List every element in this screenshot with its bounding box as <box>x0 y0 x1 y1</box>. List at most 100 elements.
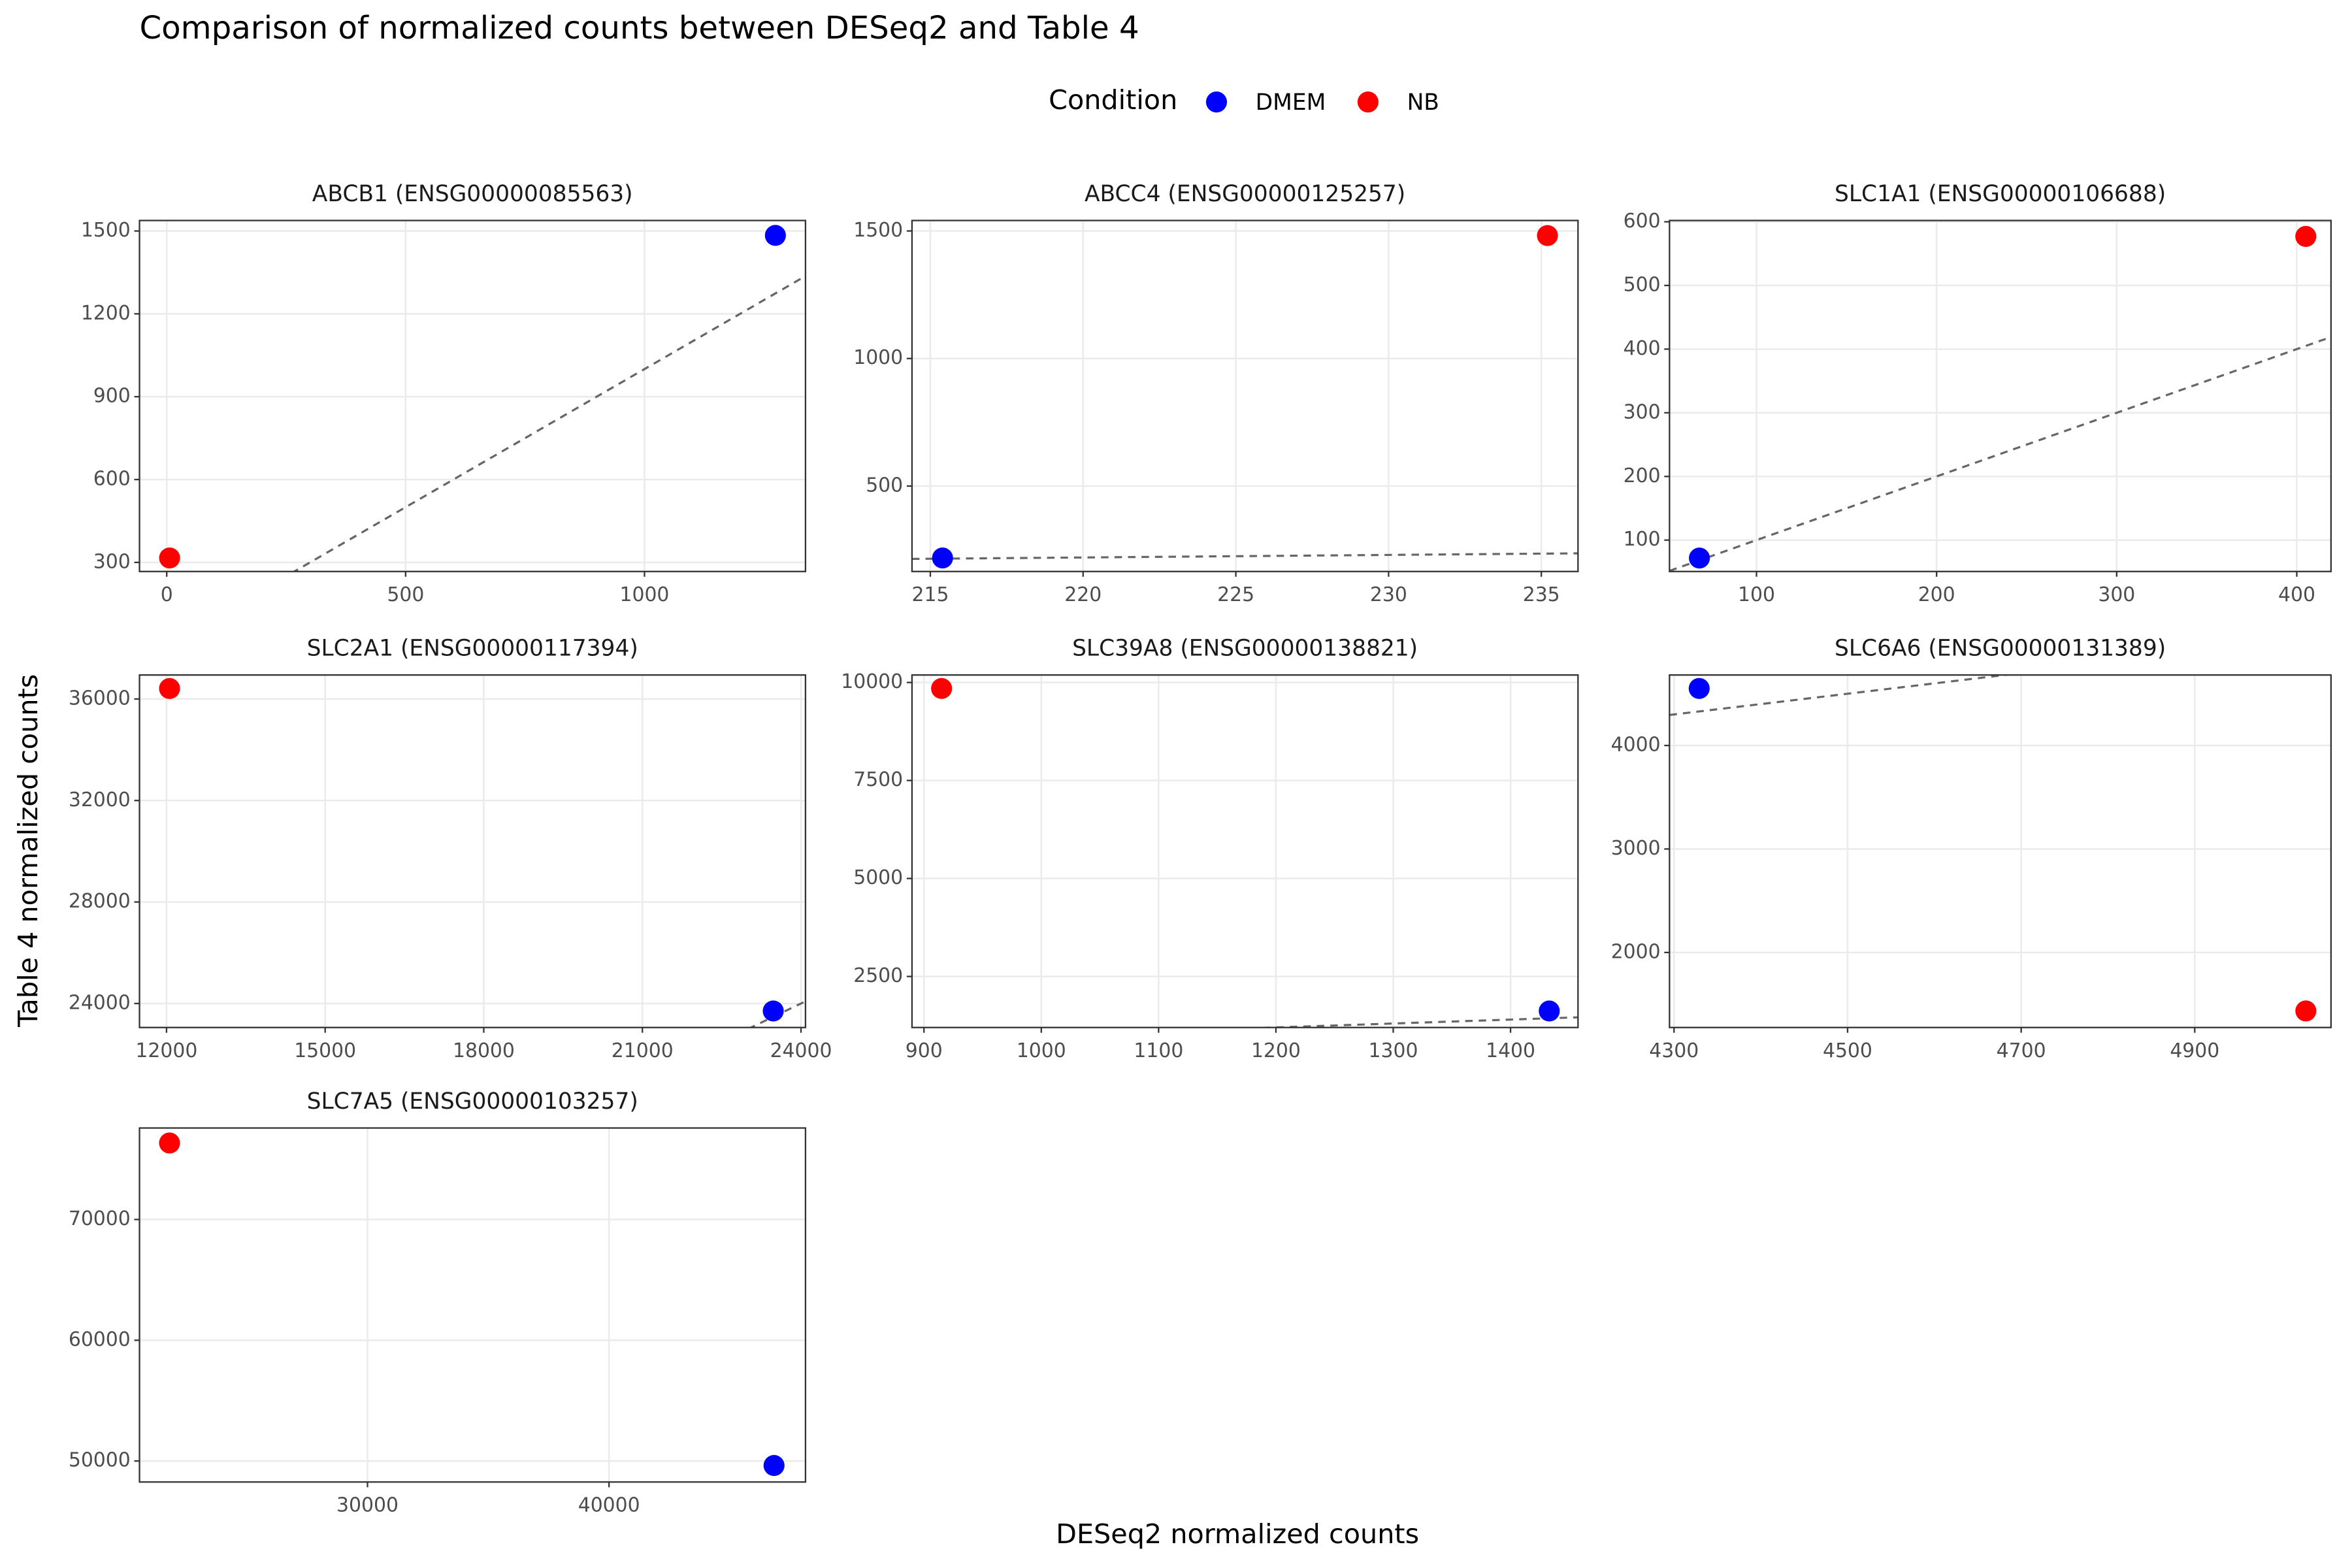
legend-marker <box>1205 91 1228 113</box>
reference-line <box>911 552 1578 561</box>
x-tick-label: 4900 <box>2170 1039 2219 1062</box>
x-tick-label: 900 <box>906 1039 943 1062</box>
y-tick-label: 600 <box>1624 210 1661 233</box>
strip-title: SLC1A1 (ENSG00000106688) <box>1835 181 2166 207</box>
x-tick-label: 215 <box>912 583 949 606</box>
x-tick-label: 230 <box>1370 583 1407 606</box>
x-tick-label: 1000 <box>1017 1039 1066 1062</box>
y-tick-label: 36000 <box>69 687 131 710</box>
x-axis-title: DESeq2 normalized counts <box>1056 1518 1419 1550</box>
y-tick-label: 1200 <box>81 302 131 325</box>
y-tick-label: 2000 <box>1611 940 1661 963</box>
strip-title: SLC6A6 (ENSG00000131389) <box>1835 636 2166 662</box>
x-tick-label: 4700 <box>1997 1039 2046 1062</box>
x-tick-label: 225 <box>1217 583 1254 606</box>
x-tick-label: 1200 <box>1251 1039 1301 1062</box>
y-tick-label: 24000 <box>69 991 131 1014</box>
panel-border <box>1669 674 2332 1028</box>
point <box>159 1132 180 1154</box>
y-tick-label: 1500 <box>853 219 903 242</box>
panel-background <box>139 675 806 1028</box>
strip-title: SLC7A5 (ENSG00000103257) <box>307 1088 638 1115</box>
x-tick-label: 18000 <box>453 1039 515 1062</box>
y-tick-label: 28000 <box>69 890 131 913</box>
reference-line <box>140 1484 806 1568</box>
point <box>762 1000 784 1022</box>
y-tick-label: 1500 <box>81 219 131 242</box>
y-tick-label: 60000 <box>69 1328 131 1351</box>
x-tick-label: 4300 <box>1649 1039 1699 1062</box>
y-tick-label: 100 <box>1624 528 1661 551</box>
point <box>1537 225 1558 246</box>
y-tick-label: 70000 <box>69 1207 131 1230</box>
x-tick-label: 30000 <box>336 1494 399 1517</box>
y-tick-label: 300 <box>93 550 131 573</box>
x-tick-label: 4500 <box>1823 1039 1872 1062</box>
panel-background <box>911 220 1578 572</box>
point <box>159 547 180 569</box>
x-tick-label: 200 <box>1918 583 1955 606</box>
point <box>159 678 180 699</box>
point <box>1539 1000 1560 1022</box>
x-tick-label: 21000 <box>612 1039 674 1062</box>
x-tick-label: 300 <box>2098 583 2135 606</box>
x-tick-label: 235 <box>1523 583 1560 606</box>
point <box>2295 1000 2317 1022</box>
panel-background <box>911 675 1578 1028</box>
x-tick-label: 40000 <box>578 1494 640 1517</box>
point <box>764 225 786 246</box>
x-tick-label: 12000 <box>135 1039 197 1062</box>
y-tick-label: 4000 <box>1611 734 1661 757</box>
x-tick-label: 15000 <box>294 1039 356 1062</box>
legend-marker <box>1357 91 1379 113</box>
point <box>932 547 953 569</box>
y-tick-label: 7500 <box>853 768 903 791</box>
y-tick-label: 900 <box>93 385 131 408</box>
panel-background <box>139 1128 806 1482</box>
panel-border <box>139 220 807 572</box>
panel-border <box>139 1127 807 1483</box>
x-tick-label: 1100 <box>1134 1039 1183 1062</box>
y-tick-label: 400 <box>1624 337 1661 360</box>
x-tick-label: 1400 <box>1486 1039 1535 1062</box>
legend-title: Condition <box>1049 84 1177 116</box>
x-tick-label: 100 <box>1738 583 1775 606</box>
y-tick-label: 200 <box>1624 465 1661 487</box>
strip-title: ABCB1 (ENSG00000085563) <box>312 181 633 207</box>
x-tick-label: 0 <box>161 583 173 606</box>
legend-label: DMEM <box>1256 90 1326 116</box>
point <box>931 678 953 699</box>
x-tick-label: 500 <box>387 583 424 606</box>
point <box>1688 678 1710 699</box>
chart-title: Comparison of normalized counts between … <box>140 10 1139 46</box>
panel-border <box>911 220 1579 572</box>
point <box>2295 225 2317 247</box>
y-tick-label: 3000 <box>1611 837 1661 860</box>
y-tick-label: 500 <box>866 474 903 497</box>
point <box>763 1455 785 1477</box>
strip-title: ABCC4 (ENSG00000125257) <box>1085 181 1405 207</box>
y-tick-label: 500 <box>1624 273 1661 296</box>
reference-line <box>292 275 806 572</box>
point <box>1689 547 1710 569</box>
panel-background <box>1669 220 2331 572</box>
strip-title: SLC39A8 (ENSG00000138821) <box>1072 636 1418 662</box>
y-tick-label: 50000 <box>69 1449 131 1472</box>
x-tick-label: 1300 <box>1369 1039 1418 1062</box>
y-tick-label: 32000 <box>69 789 131 811</box>
legend-label: NB <box>1407 90 1439 116</box>
reference-line <box>1242 1016 1578 1028</box>
reference-line <box>1669 675 2014 716</box>
x-tick-label: 400 <box>2278 583 2315 606</box>
y-axis-title: Table 4 normalized counts <box>12 674 44 1028</box>
x-tick-label: 1000 <box>620 583 670 606</box>
panel-background <box>1669 675 2331 1028</box>
y-tick-label: 600 <box>93 467 131 490</box>
x-tick-label: 24000 <box>770 1039 832 1062</box>
y-tick-label: 300 <box>1624 400 1661 423</box>
reference-line <box>1669 336 2331 572</box>
panel-border <box>1669 220 2332 572</box>
panel-border <box>911 674 1579 1028</box>
